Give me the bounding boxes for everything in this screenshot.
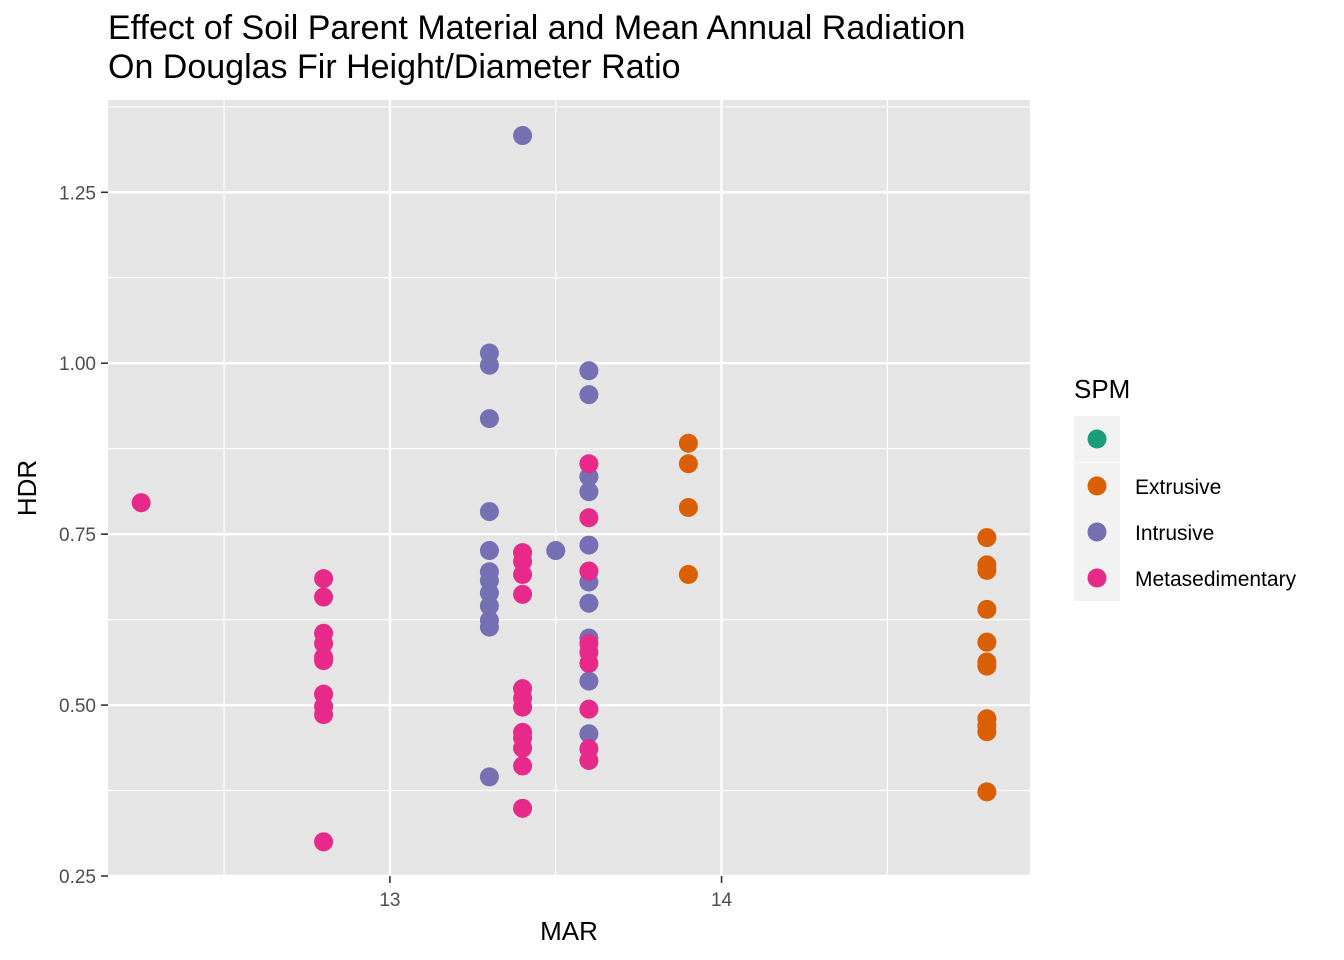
data-point: [479, 355, 499, 375]
data-point: [479, 583, 499, 603]
data-point: [579, 385, 599, 405]
data-points: [131, 126, 997, 852]
data-point: [546, 541, 566, 561]
data-point: [977, 528, 997, 548]
data-point: [977, 599, 997, 619]
legend-swatch: [1087, 429, 1107, 449]
data-point: [314, 832, 334, 852]
data-point: [513, 798, 533, 818]
chart-subtitle: On Douglas Fir Height/Diameter Ratio: [108, 48, 681, 86]
data-point: [579, 508, 599, 528]
data-point: [579, 671, 599, 691]
data-point: [479, 409, 499, 429]
data-point: [579, 482, 599, 502]
data-point: [579, 535, 599, 555]
data-point: [314, 651, 334, 671]
data-point: [513, 756, 533, 776]
grid-lines: [108, 100, 1030, 878]
legend-swatch: [1087, 568, 1107, 588]
legend: SPM Extrusive Intrusive Metasedimentary: [1074, 374, 1297, 601]
chart-title: Effect of Soil Parent Material and Mean …: [108, 9, 965, 47]
data-point: [579, 699, 599, 719]
plot-panel: [108, 100, 1030, 876]
data-point: [479, 502, 499, 522]
data-point: [579, 467, 599, 487]
data-point: [977, 632, 997, 652]
legend-label: Extrusive: [1135, 476, 1221, 499]
data-point: [678, 497, 698, 517]
y-tick-label: 0.25: [59, 867, 96, 888]
data-point: [579, 724, 599, 744]
panel-background: [108, 100, 1030, 876]
data-point: [513, 564, 533, 584]
legend-swatch: [1087, 476, 1107, 496]
data-point: [977, 722, 997, 742]
data-point: [131, 493, 151, 513]
data-point: [479, 767, 499, 787]
data-point: [977, 782, 997, 802]
data-point: [579, 561, 599, 581]
data-point: [678, 564, 698, 584]
x-axis-title: MAR: [540, 916, 598, 946]
y-axis-title: HDR: [12, 460, 42, 516]
data-point: [513, 738, 533, 758]
axes: 13 14 0.25 0.50 0.75 1.00 1.25: [59, 183, 733, 911]
data-point: [977, 560, 997, 580]
data-point: [314, 569, 334, 589]
data-point: [579, 653, 599, 673]
data-point: [314, 634, 334, 654]
data-point: [579, 454, 599, 474]
data-point: [579, 593, 599, 613]
data-point: [678, 433, 698, 453]
data-point: [579, 750, 599, 770]
x-tick-label: 14: [711, 890, 733, 911]
x-tick-label: 13: [379, 890, 400, 911]
legend-title: SPM: [1074, 374, 1130, 404]
data-point: [479, 617, 499, 637]
data-point: [513, 126, 533, 146]
y-tick-label: 0.50: [59, 696, 96, 717]
y-tick-label: 0.75: [59, 525, 96, 546]
data-point: [678, 454, 698, 474]
data-point: [977, 656, 997, 676]
legend-label: Intrusive: [1135, 522, 1214, 545]
data-point: [513, 697, 533, 717]
data-point: [314, 705, 334, 725]
data-point: [513, 584, 533, 604]
data-point: [513, 551, 533, 571]
legend-label: Metasedimentary: [1135, 568, 1297, 591]
y-tick-label: 1.00: [59, 354, 96, 375]
data-point: [579, 361, 599, 381]
data-point: [479, 541, 499, 561]
data-point: [479, 596, 499, 616]
data-point: [314, 587, 334, 607]
y-tick-label: 1.25: [59, 183, 96, 204]
legend-swatch: [1087, 522, 1107, 542]
